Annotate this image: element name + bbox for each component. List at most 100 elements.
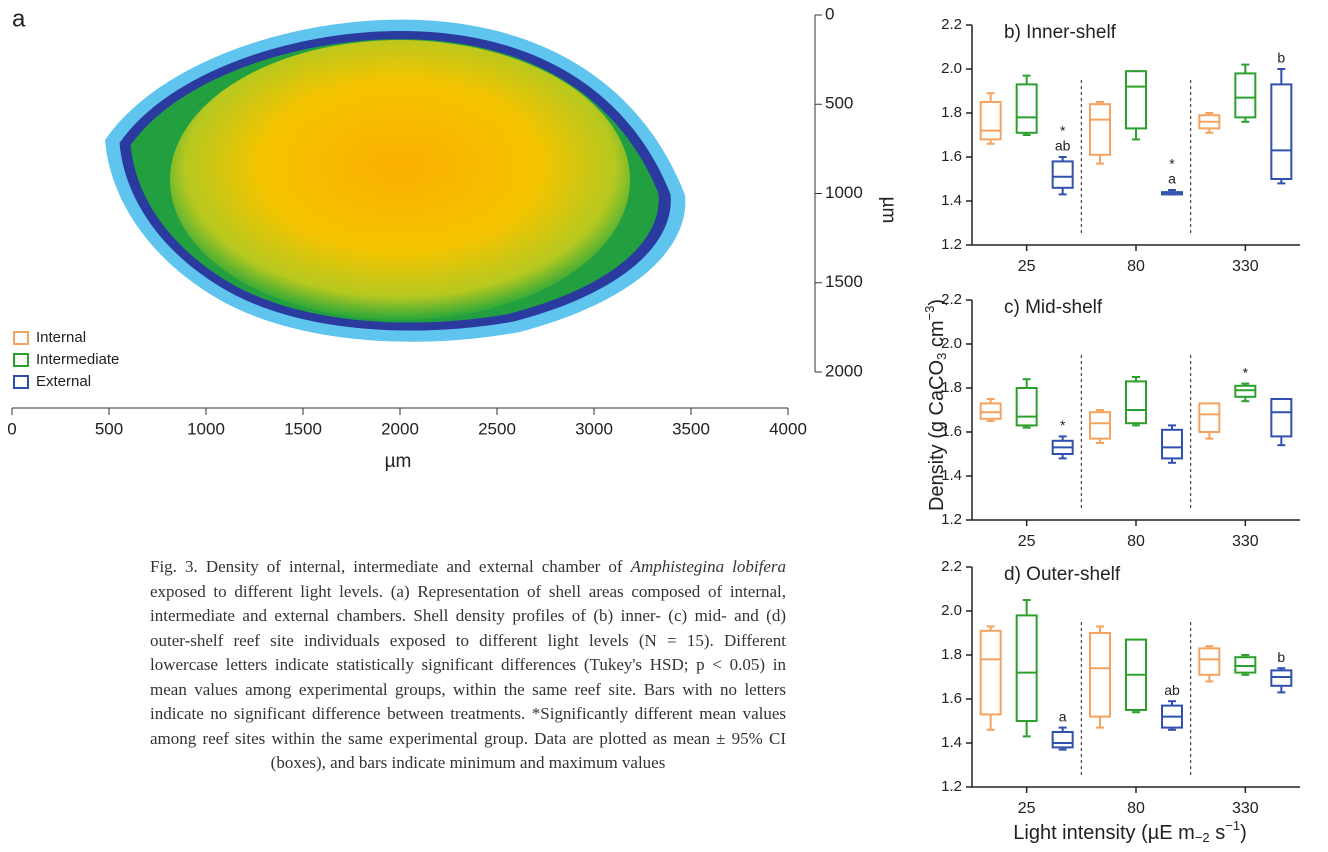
- significance-label: *: [1243, 364, 1249, 380]
- y-tick-label: 500: [825, 94, 853, 113]
- ci-box: [1125, 70, 1147, 130]
- ci-box: [1198, 647, 1221, 676]
- shell-internal: [170, 40, 630, 320]
- y-tick-label: 1.2: [941, 511, 962, 528]
- significance-label: *: [1060, 123, 1066, 139]
- legend-swatch: [13, 375, 29, 389]
- label-part: s: [1210, 822, 1226, 844]
- legend-label: Intermediate: [36, 351, 119, 368]
- significance-label: a: [1168, 171, 1176, 187]
- significance-label: ab: [1164, 682, 1180, 698]
- y-tick-label: 1.4: [941, 192, 962, 209]
- caption: Fig. 3. Density of internal, intermediat…: [150, 555, 786, 776]
- label-part: ): [1240, 822, 1247, 844]
- ci-box: [1270, 83, 1293, 180]
- ci-box: [1161, 428, 1183, 460]
- y-tick-label: 1.2: [941, 778, 962, 795]
- label-part: cm: [926, 320, 948, 352]
- panel-title: c) Mid-shelf: [1004, 297, 1103, 318]
- y-axis-label: µm: [878, 197, 899, 224]
- legend-swatch: [13, 353, 29, 367]
- significance-label: *: [1060, 417, 1066, 433]
- ci-box: [1270, 398, 1293, 438]
- x-tick-label: 80: [1127, 800, 1145, 817]
- ci-box: [1234, 72, 1257, 119]
- label-part: Light intensity (µE m: [1013, 822, 1195, 844]
- y-tick-label: 1.6: [941, 690, 962, 707]
- y-tick-label: 1.4: [941, 734, 962, 751]
- caption-species: Amphistegina lobifera: [630, 557, 786, 576]
- x-tick-label: 330: [1232, 800, 1259, 817]
- x-tick-label: 330: [1232, 533, 1259, 550]
- ci-box: [1198, 402, 1221, 433]
- significance-label: b: [1277, 50, 1285, 66]
- y-axis-label: Density (g CaCO3 cm−3): [922, 299, 949, 511]
- x-tick-label: 1000: [187, 419, 225, 438]
- ci-box: [979, 101, 1002, 141]
- x-tick-label: 2000: [381, 419, 419, 438]
- panel-title: d) Outer-shelf: [1004, 564, 1121, 585]
- ci-box: [1089, 411, 1111, 440]
- y-tick-label: 2000: [825, 361, 863, 380]
- x-axis-label: µm: [385, 451, 412, 472]
- ci-box: [1015, 387, 1038, 427]
- ci-box: [1125, 380, 1147, 425]
- y-tick-label: 1.6: [941, 148, 962, 165]
- ci-box: [1015, 614, 1038, 723]
- legend-label: Internal: [36, 329, 86, 346]
- panel-letter: a: [12, 5, 26, 32]
- label-part: 3: [934, 353, 949, 360]
- x-tick-label: 80: [1127, 533, 1145, 550]
- y-tick-label: 2.0: [941, 60, 962, 77]
- y-tick-label: 1.8: [941, 646, 962, 663]
- ci-box: [1051, 731, 1074, 749]
- x-tick-label: 25: [1018, 258, 1036, 275]
- ci-box: [979, 629, 1002, 716]
- ci-box: [1234, 384, 1257, 398]
- legend-label: External: [36, 373, 91, 390]
- x-tick-label: 3000: [575, 419, 613, 438]
- y-tick-label: 2.2: [941, 291, 962, 308]
- x-tick-label: 0: [7, 419, 16, 438]
- label-part: −2: [1195, 830, 1210, 845]
- y-tick-label: 1.6: [941, 423, 962, 440]
- x-tick-label: 25: [1018, 533, 1036, 550]
- x-tick-label: 25: [1018, 800, 1036, 817]
- ci-box: [1234, 656, 1257, 674]
- y-tick-label: 2.0: [941, 602, 962, 619]
- legend-swatch: [13, 331, 29, 345]
- significance-label: a: [1059, 708, 1067, 724]
- ci-box: [1270, 669, 1293, 687]
- y-tick-label: 1500: [825, 272, 863, 291]
- y-tick-label: 0: [825, 4, 834, 23]
- x-tick-label: 330: [1232, 258, 1259, 275]
- caption-text: Fig. 3. Density of internal, intermediat…: [150, 557, 631, 576]
- ci-box: [1089, 103, 1111, 156]
- x-axis-label: Light intensity (µE m−2 s−1): [1013, 818, 1246, 845]
- ci-box: [1089, 632, 1111, 718]
- panel-title: b) Inner-shelf: [1004, 22, 1117, 43]
- y-tick-label: 1.4: [941, 467, 962, 484]
- x-tick-label: 4000: [769, 419, 807, 438]
- ci-box: [1015, 83, 1038, 134]
- label-part: Density (g CaCO: [926, 360, 948, 511]
- shell-image: [105, 19, 686, 342]
- caption-text: exposed to different light levels. (a) R…: [150, 581, 786, 773]
- y-tick-label: 1.8: [941, 379, 962, 396]
- x-tick-label: 3500: [672, 419, 710, 438]
- significance-label: ab: [1055, 138, 1071, 154]
- significance-label: *: [1169, 156, 1175, 172]
- label-part: ): [926, 299, 948, 306]
- y-tick-label: 1.8: [941, 104, 962, 121]
- y-tick-label: 1000: [825, 183, 863, 202]
- x-tick-label: 2500: [478, 419, 516, 438]
- x-tick-label: 80: [1127, 258, 1145, 275]
- y-tick-label: 1.2: [941, 236, 962, 253]
- label-part: −1: [1225, 818, 1240, 833]
- y-tick-label: 2.2: [941, 558, 962, 575]
- x-tick-label: 1500: [284, 419, 322, 438]
- x-tick-label: 500: [95, 419, 123, 438]
- significance-label: b: [1277, 649, 1285, 665]
